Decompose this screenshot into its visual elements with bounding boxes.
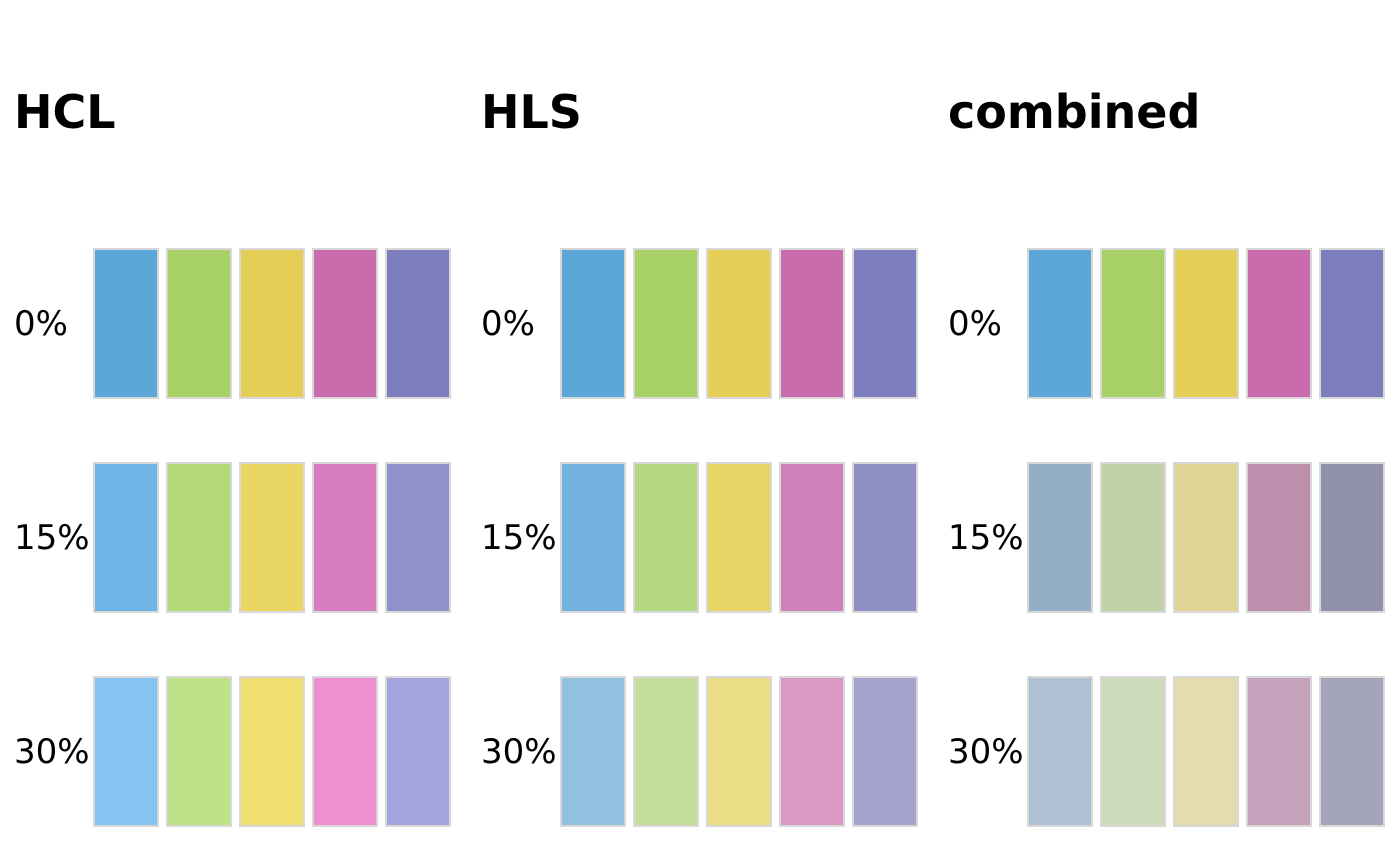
color-swatch xyxy=(706,676,772,827)
swatch-strip xyxy=(560,462,918,613)
palette-group-hcl: HCL 0% 15% 30% xyxy=(14,85,467,845)
color-swatch xyxy=(560,462,626,613)
color-swatch xyxy=(312,462,378,613)
color-swatch xyxy=(166,676,232,827)
desaturation-label: 30% xyxy=(481,731,557,772)
desaturation-label: 15% xyxy=(14,517,90,558)
desaturation-label: 0% xyxy=(948,303,1002,344)
palette-group-hls: HLS 0% 15% 30% xyxy=(481,85,934,845)
palette-row: 0% xyxy=(481,248,918,399)
color-swatch xyxy=(312,676,378,827)
color-swatch xyxy=(779,676,845,827)
palette-row: 15% xyxy=(948,462,1385,613)
desaturation-label: 15% xyxy=(948,517,1024,558)
color-swatch xyxy=(93,676,159,827)
color-swatch xyxy=(1246,676,1312,827)
color-swatch xyxy=(633,248,699,399)
palette-row: 30% xyxy=(14,676,451,827)
color-swatch xyxy=(93,462,159,613)
palette-row: 30% xyxy=(948,676,1385,827)
color-swatch xyxy=(93,248,159,399)
color-swatch xyxy=(1246,462,1312,613)
color-swatch xyxy=(779,248,845,399)
desaturation-label: 15% xyxy=(481,517,557,558)
color-swatch xyxy=(1319,462,1385,613)
color-swatch xyxy=(385,248,451,399)
color-swatch xyxy=(166,248,232,399)
color-swatch xyxy=(1173,462,1239,613)
desaturation-label: 30% xyxy=(948,731,1024,772)
color-swatch xyxy=(560,676,626,827)
color-swatch xyxy=(633,462,699,613)
color-swatch xyxy=(239,676,305,827)
group-title: HLS xyxy=(481,85,582,139)
color-swatch xyxy=(166,462,232,613)
color-swatch xyxy=(852,676,918,827)
color-swatch xyxy=(239,248,305,399)
color-swatch xyxy=(1246,248,1312,399)
color-swatch xyxy=(560,248,626,399)
swatch-strip xyxy=(560,248,918,399)
palette-row: 15% xyxy=(14,462,451,613)
color-swatch xyxy=(385,462,451,613)
desaturation-label: 30% xyxy=(14,731,90,772)
color-swatch xyxy=(239,462,305,613)
palette-row: 0% xyxy=(14,248,451,399)
color-swatch xyxy=(1027,248,1093,399)
color-swatch xyxy=(706,462,772,613)
color-swatch xyxy=(852,462,918,613)
color-swatch xyxy=(1100,248,1166,399)
color-swatch xyxy=(1027,676,1093,827)
color-swatch xyxy=(312,248,378,399)
color-swatch xyxy=(779,462,845,613)
color-swatch xyxy=(1319,248,1385,399)
swatch-strip xyxy=(1027,462,1385,613)
color-swatch xyxy=(706,248,772,399)
color-swatch xyxy=(852,248,918,399)
color-swatch xyxy=(1100,676,1166,827)
palette-row: 0% xyxy=(948,248,1385,399)
color-swatch xyxy=(633,676,699,827)
color-swatch xyxy=(385,676,451,827)
swatch-strip xyxy=(93,676,451,827)
color-swatch xyxy=(1173,676,1239,827)
palette-group-combined: combined 0% 15% 30% xyxy=(948,85,1400,845)
swatch-strip xyxy=(1027,248,1385,399)
color-swatch xyxy=(1319,676,1385,827)
swatch-strip xyxy=(93,462,451,613)
color-swatch xyxy=(1173,248,1239,399)
desaturation-label: 0% xyxy=(14,303,68,344)
swatch-strip xyxy=(93,248,451,399)
desaturation-label: 0% xyxy=(481,303,535,344)
swatch-strip xyxy=(1027,676,1385,827)
color-swatch xyxy=(1100,462,1166,613)
palette-row: 15% xyxy=(481,462,918,613)
group-title: combined xyxy=(948,85,1201,139)
color-swatch xyxy=(1027,462,1093,613)
palette-row: 30% xyxy=(481,676,918,827)
group-title: HCL xyxy=(14,85,116,139)
swatch-strip xyxy=(560,676,918,827)
